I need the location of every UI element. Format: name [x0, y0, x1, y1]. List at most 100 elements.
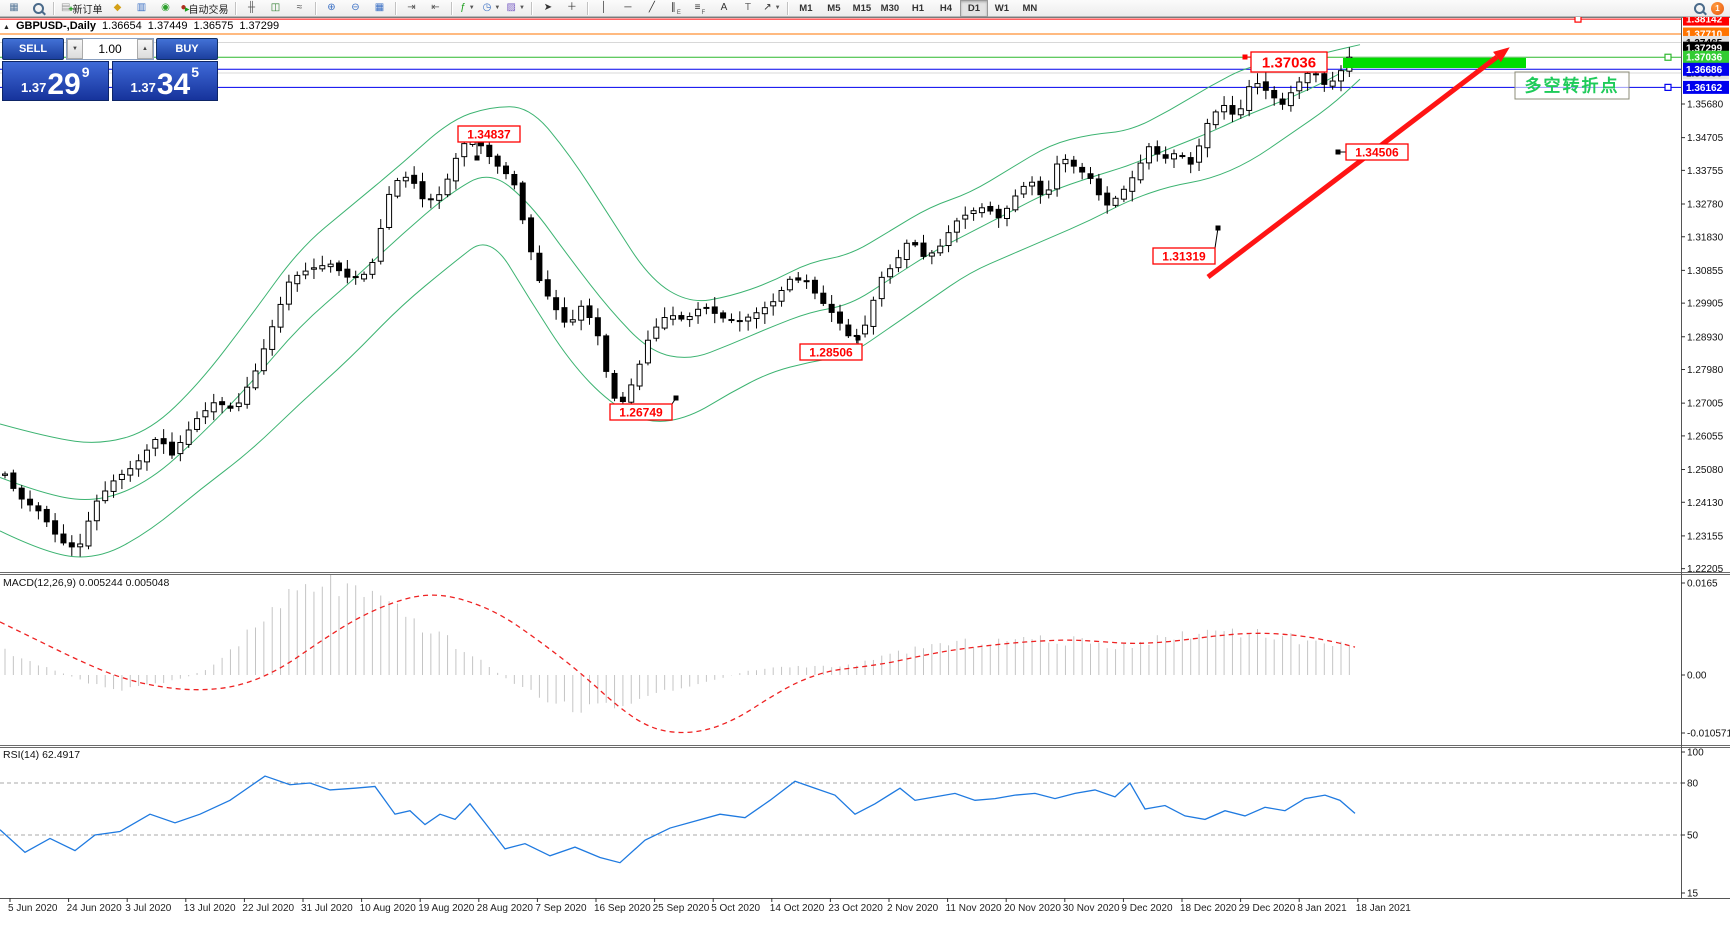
macd-pane	[0, 574, 1356, 734]
templates-button[interactable]: ▨ ▼	[504, 0, 528, 17]
timeframe-button-h4[interactable]: H4	[939, 2, 952, 14]
periods-button[interactable]: ◷ ▼	[480, 0, 504, 17]
svg-text:1.32780: 1.32780	[1687, 200, 1724, 211]
horizontal-line-button[interactable]: ─	[616, 0, 640, 17]
callout-1.31319[interactable]	[1152, 247, 1216, 265]
volume-stepper: ▼ 1.00 ▲	[66, 38, 154, 60]
timeframe-button-d1[interactable]: D1	[959, 0, 988, 17]
volume-input[interactable]: 1.00	[98, 42, 122, 56]
timeframe-button-m1[interactable]: M1	[799, 2, 813, 14]
trendline-button[interactable]: ╱	[640, 0, 664, 17]
rsi-line	[0, 775, 1356, 864]
arrows-button[interactable]: ↗ ▼	[760, 0, 784, 17]
price-axis[interactable]: 1.35680 1.34705 1.33755 1.32780 1.31830 1.308…	[1681, 12, 1730, 900]
svg-text:1.26055: 1.26055	[1687, 431, 1724, 442]
timeframe-button-m30[interactable]: M30	[880, 2, 900, 14]
trendline-arrow[interactable]	[1206, 55, 1499, 279]
volume-decrease-button[interactable]: ▼	[67, 39, 83, 59]
turning-point-textbox[interactable]	[1514, 71, 1630, 100]
buy-button[interactable]: BUY	[156, 38, 218, 60]
sell-price-box[interactable]: 1.37 29 9	[2, 61, 109, 101]
toolbar-separator	[786, 1, 789, 15]
deposit-button[interactable]: ◆	[105, 0, 129, 17]
market-watch-button[interactable]: ▥	[129, 0, 153, 17]
autotrading-button[interactable]: ● ▶ 自动交易	[177, 0, 231, 17]
chart-window-icon: ▦	[9, 2, 19, 13]
profiles-button[interactable]	[26, 0, 50, 17]
chart-shift-button[interactable]: ⇤	[424, 0, 448, 17]
tile-windows-button[interactable]: ▦	[368, 0, 392, 17]
callout-1.28506[interactable]	[799, 343, 863, 361]
line-handle[interactable]	[1574, 15, 1582, 23]
callout-1.37036[interactable]	[1250, 51, 1328, 73]
label-icon: T	[744, 2, 751, 13]
vertical-line-button[interactable]: │	[592, 0, 616, 17]
toolbar-separator	[234, 1, 237, 15]
crosshair-button[interactable]: ＋	[560, 0, 584, 17]
line-handle[interactable]	[1664, 83, 1672, 91]
candlestick-chart-button[interactable]: ◫	[264, 0, 288, 17]
time-axis[interactable]: 5 Jun 2020 24 Jun 2020 3 Jul 2020 13 Jul 20…	[8, 898, 1411, 914]
rsi-indicator-label: RSI(14) 62.4917	[3, 749, 81, 761]
timeframe-button-m15[interactable]: M15	[852, 2, 872, 14]
svg-text:15: 15	[1687, 889, 1699, 900]
templates-icon: ▨	[506, 2, 516, 13]
timeframe-button-mn[interactable]: MN	[1022, 2, 1038, 14]
price-callout-labels[interactable]: 1.34837 1.26749 1.28506 1.31319 1.34506 1.370…	[457, 51, 1409, 421]
callout-1.34506[interactable]	[1345, 143, 1409, 161]
svg-text:1.36686: 1.36686	[1686, 65, 1723, 76]
timeframe-button-m5[interactable]: M5	[827, 2, 841, 14]
fibonacci-button[interactable]: ≡ F	[688, 0, 712, 17]
svg-text:1.25080: 1.25080	[1687, 465, 1724, 476]
svg-text:1.31830: 1.31830	[1687, 232, 1724, 243]
green-highlight-rectangle[interactable]	[1343, 58, 1526, 68]
svg-text:10 Aug 2020: 10 Aug 2020	[360, 903, 417, 914]
svg-text:1.26749: 1.26749	[619, 405, 663, 419]
indicators-button[interactable]: ƒ ▼	[456, 0, 480, 17]
buy-price-prefix: 1.37	[130, 80, 156, 95]
community-notification-icon[interactable]: 1	[1711, 1, 1724, 15]
tile-windows-icon: ▦	[374, 2, 385, 13]
text-button[interactable]: A	[712, 0, 736, 17]
svg-text:1.33755: 1.33755	[1687, 166, 1724, 177]
candlestick-icon: ◫	[270, 2, 281, 13]
macd-signal-line	[0, 594, 1356, 734]
buy-price-box[interactable]: 1.37 34 5	[111, 61, 218, 101]
new-order-button[interactable]: ▤ ✚ 新订单	[58, 0, 105, 17]
line-chart-button[interactable]: ≈	[288, 0, 312, 17]
timeframe-button-h1[interactable]: H1	[911, 2, 924, 14]
timeframe-button-w1[interactable]: W1	[994, 2, 1010, 14]
horizontal-line-objects[interactable]	[0, 18, 1681, 88]
svg-text:23 Oct 2020: 23 Oct 2020	[828, 903, 883, 914]
signals-button[interactable]: ◉	[153, 0, 177, 17]
svg-text:11 Nov 2020: 11 Nov 2020	[946, 903, 1002, 914]
bar-chart-button[interactable]: ╫	[240, 0, 264, 17]
callout-1.34837[interactable]	[457, 125, 521, 143]
svg-text:18 Dec 2020: 18 Dec 2020	[1180, 903, 1237, 914]
new-order-icon: ▤ ✚	[61, 2, 74, 14]
chart-window-button[interactable]: ▦	[2, 0, 26, 17]
search-icon[interactable]	[1694, 2, 1705, 14]
toolbar-separator	[530, 1, 533, 15]
macd-indicator-label: MACD(12,26,9) 0.005244 0.005048	[3, 577, 170, 589]
svg-text:1.37036: 1.37036	[1262, 54, 1316, 71]
sell-price-main: 29	[47, 68, 81, 101]
label-button[interactable]: T	[736, 0, 760, 17]
sell-price-prefix: 1.37	[21, 80, 47, 95]
svg-text:1.28930: 1.28930	[1687, 332, 1724, 343]
channel-button[interactable]: ∥ E	[664, 0, 688, 17]
zoom-in-button[interactable]: ⊕	[320, 0, 344, 17]
svg-text:1.31319: 1.31319	[1162, 249, 1206, 263]
cursor-button[interactable]: ➤	[536, 0, 560, 17]
sell-button[interactable]: SELL	[2, 38, 64, 60]
callout-1.26749[interactable]	[609, 403, 673, 421]
auto-scroll-button[interactable]: ⇥	[400, 0, 424, 17]
line-handle[interactable]	[1664, 53, 1672, 61]
new-order-button-label: 新订单	[72, 4, 103, 16]
one-click-trading-panel: SELL ▼ 1.00 ▲ BUY 1.37 29 9 1.37 34 5	[2, 38, 218, 101]
zoom-out-button[interactable]: ⊖	[344, 0, 368, 17]
horizontal-line-icon: ─	[624, 2, 632, 13]
volume-increase-button[interactable]: ▲	[137, 39, 153, 59]
